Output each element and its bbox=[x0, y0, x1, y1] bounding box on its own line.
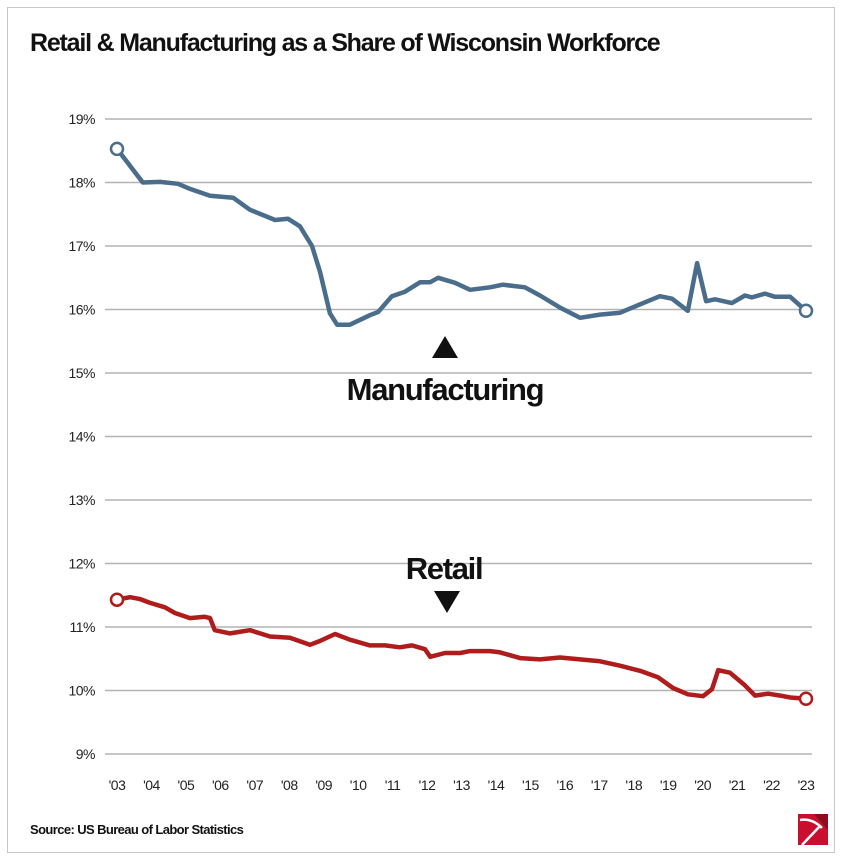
x-tick-label: '17 bbox=[591, 777, 608, 793]
y-tick-label: 9% bbox=[76, 746, 95, 762]
manufacturing-line bbox=[115, 147, 808, 327]
y-tick-label: 12% bbox=[68, 556, 95, 572]
x-tick-label: '06 bbox=[212, 777, 229, 793]
x-tick-label: '21 bbox=[729, 777, 746, 793]
x-tick-label: '15 bbox=[522, 777, 539, 793]
manufacturing-label: Manufacturing bbox=[347, 372, 544, 407]
manufacturing-start-point bbox=[109, 141, 125, 157]
x-tick-label: '13 bbox=[453, 777, 470, 793]
x-tick-label: '05 bbox=[178, 777, 195, 793]
y-tick-label: 10% bbox=[68, 683, 95, 699]
x-tick-label: '19 bbox=[660, 777, 677, 793]
retail-label: Retail bbox=[406, 551, 483, 586]
y-tick-label: 17% bbox=[68, 238, 95, 254]
x-tick-label: '10 bbox=[350, 777, 367, 793]
x-tick-label: '20 bbox=[694, 777, 711, 793]
x-tick-label: '04 bbox=[143, 777, 160, 793]
x-tick-label: '12 bbox=[419, 777, 436, 793]
y-tick-label: 16% bbox=[68, 302, 95, 318]
logo bbox=[798, 814, 828, 846]
x-tick-label: '22 bbox=[763, 777, 780, 793]
chart-title: Retail & Manufacturing as a Share of Wis… bbox=[30, 29, 661, 57]
x-tick-label: '07 bbox=[246, 777, 263, 793]
y-tick-label: 13% bbox=[68, 492, 95, 508]
y-tick-label: 15% bbox=[68, 365, 95, 381]
retail-line bbox=[116, 594, 807, 702]
y-tick-label: 11% bbox=[70, 619, 96, 635]
x-tick-label: '03 bbox=[109, 777, 126, 793]
x-tick-label: '18 bbox=[625, 777, 642, 793]
x-tick-label: '08 bbox=[281, 777, 298, 793]
y-tick-label: 19% bbox=[68, 111, 95, 127]
x-tick-label: '09 bbox=[315, 777, 332, 793]
triangle-up-icon bbox=[432, 336, 458, 358]
triangle-down-icon bbox=[434, 591, 460, 613]
y-tick-label: 14% bbox=[68, 429, 95, 445]
y-tick-label: 18% bbox=[68, 175, 95, 191]
retail-end-point bbox=[798, 691, 814, 707]
chart-frame bbox=[7, 7, 835, 853]
source-note: Source: US Bureau of Labor Statistics bbox=[30, 822, 244, 837]
retail-start-point bbox=[109, 592, 125, 607]
x-tick-label: '14 bbox=[488, 777, 505, 793]
x-tick-label: '23 bbox=[798, 777, 815, 793]
manufacturing-end-point bbox=[798, 303, 814, 319]
x-tick-label: '16 bbox=[556, 777, 573, 793]
x-tick-label: '11 bbox=[385, 777, 401, 793]
